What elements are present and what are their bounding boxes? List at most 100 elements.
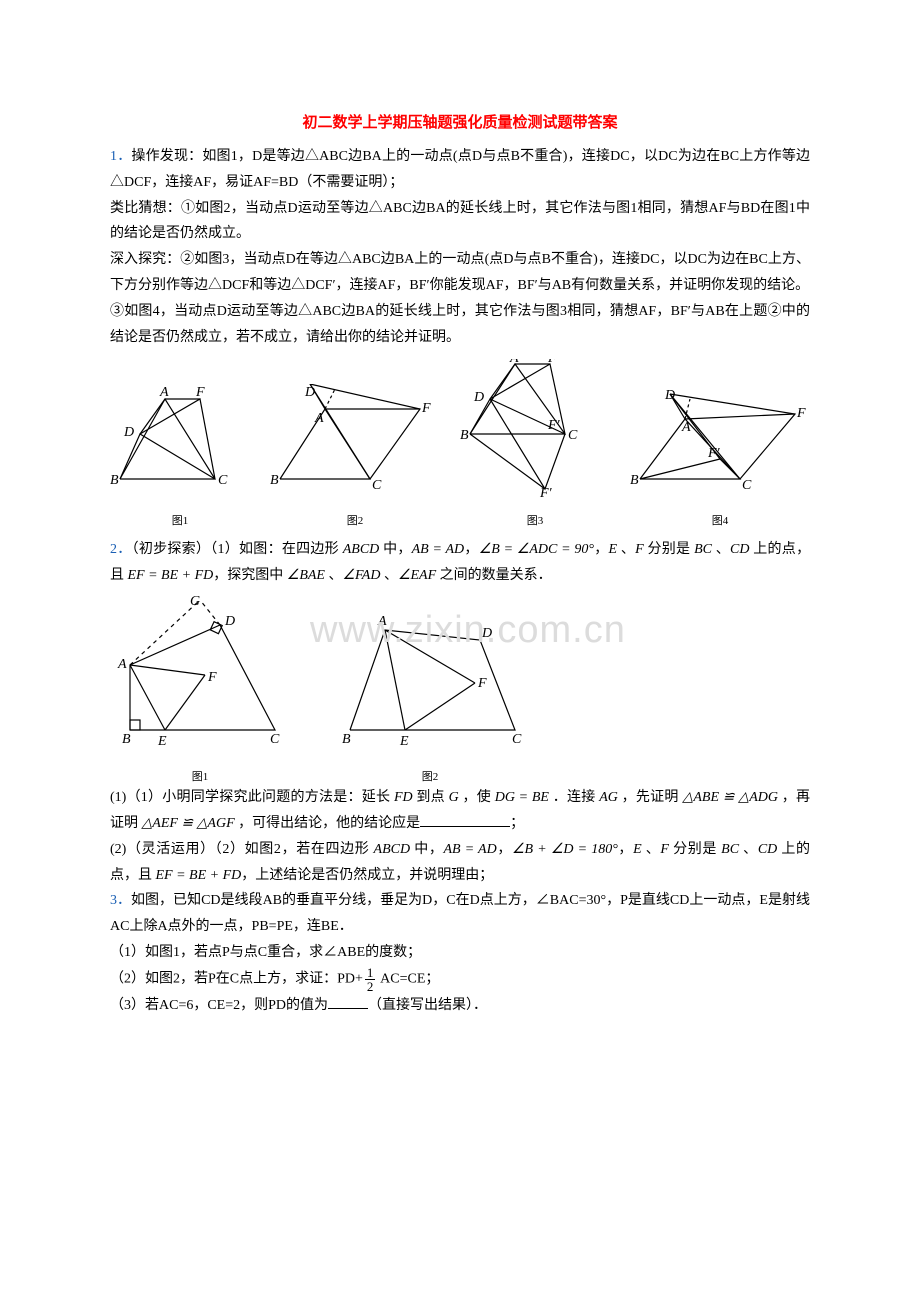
q2-t3: ， [464,542,479,557]
q2-bae: ∠BAE [287,568,325,583]
svg-text:A: A [314,411,324,426]
q3-s1: （1）如图1，若点P与点C重合，求∠ABE的度数； [110,940,810,966]
svg-text:B: B [630,473,639,488]
svg-text:D: D [473,390,484,405]
q2-fig1-label: 图1 [110,767,290,787]
q2-t6: 分别是 [644,542,694,557]
q2-ag: AG [599,790,618,805]
q2-blank [420,814,510,827]
q1-p2: 类比猜想：①如图2，当动点D运动至等边△ABC边BA的延长线上时，其它作法与图1… [110,196,810,248]
svg-text:A: A [117,657,127,672]
svg-text:F: F [195,385,205,400]
q2-number: 2． [110,542,132,557]
q3-blank [328,996,368,1009]
svg-text:F: F [477,676,487,691]
q2-p2c: ，使 [459,790,495,805]
svg-text:D: D [304,385,315,400]
q1-number: 1． [110,149,131,164]
q1-fig1: A F D B C 图1 [110,384,250,531]
q3-s3a: （3）若AC=6，CE=2，则PD的值为 [110,998,328,1013]
svg-text:F: F [207,670,217,685]
q1-figures-row: A F D B C 图1 D A F B [110,359,810,531]
q2-t2: 中， [379,542,411,557]
q2-p2d: ．连接 [549,790,599,805]
q1-fig4: D A F B C F′ 图4 [630,389,810,531]
q1-fig4-label: 图4 [630,511,810,531]
svg-text:B: B [460,428,469,443]
svg-text:G: G [190,595,200,609]
svg-text:C: C [372,478,382,493]
q2-fad: ∠FAD [342,568,380,583]
q2-p2a: (1)（1）小明同学探究此问题的方法是：延长 [110,790,394,805]
svg-text:C: C [270,732,280,747]
svg-text:B: B [270,473,279,488]
q3-number: 3． [110,893,131,908]
svg-text:D: D [123,425,134,440]
q2-t11: 、 [380,568,398,583]
svg-text:E: E [157,734,167,749]
q2-cong1: △ABE ≌ △ADG [682,790,778,805]
q3-s3b: （直接写出结果）． [368,998,487,1013]
svg-text:C: C [218,473,228,488]
q2-eq1b: AB = AD [443,842,496,857]
q2-cong2: △AEF ≌ △AGF [142,816,235,831]
q1-fig2-label: 图2 [270,511,440,531]
q2-p3f: 分别是 [669,842,721,857]
q1-text1: 操作发现：如图1，D是等边△ABC边BA上的一动点(点D与点B不重合)，连接DC… [110,149,810,190]
svg-text:A: A [159,385,169,400]
q2-bc: BC [694,542,712,557]
q1-fig1-label: 图1 [110,511,250,531]
q1-fig2: D A F B C 图2 [270,384,440,531]
q1-p1: 1．操作发现：如图1，D是等边△ABC边BA上的一动点(点D与点B不重合)，连接… [110,144,810,196]
q2-p3e: 、 [642,842,661,857]
q2-cd: CD [730,542,749,557]
svg-text:A: A [509,359,519,366]
q3-s2a: （2）如图2，若P在C点上方，求证：PD+ [110,972,363,987]
q2-t7: 、 [712,542,730,557]
q2-p3: (2)（灵活运用）（2）如图2，若在四边形 ABCD 中，AB = AD，∠B … [110,837,810,889]
svg-text:E: E [399,734,409,749]
svg-text:C: C [512,732,522,747]
svg-text:F′: F′ [707,446,721,461]
q2-e: E [609,542,618,557]
q2-t1: （初步探索）（1）如图：在四边形 [132,542,343,557]
q2-f2: F [660,842,669,857]
svg-text:A: A [377,614,387,629]
fraction-half: 12 [365,966,376,993]
q2-p3i: ，上述结论是否仍然成立，并说明理由； [241,868,493,883]
q3-s2: （2）如图2，若P在C点上方，求证：PD+12 AC=CE； [110,966,810,993]
q2-abcd2: ABCD [374,842,411,857]
q2-bc2: BC [721,842,739,857]
q2-fig2-label: 图2 [330,767,530,787]
q2-p2e: ，先证明 [618,790,682,805]
svg-text:F: F [796,406,806,421]
svg-text:F: F [547,359,557,366]
q1-fig3: A F D B C F′ F′ 图3 [460,359,610,531]
q2-p2b: 到点 [413,790,449,805]
page-title: 初二数学上学期压轴题强化质量检测试题带答案 [110,110,810,138]
q2-t9: ，探究图中 [213,568,287,583]
svg-text:D: D [664,389,675,403]
svg-text:F′: F′ [539,486,553,499]
q2-t12: 之间的数量关系． [436,568,552,583]
q2-eq3b: EF = BE + FD [156,868,242,883]
q2-p2g: ，可得出结论，他的结论应是 [235,816,421,831]
svg-text:A: A [681,420,691,435]
svg-text:C: C [742,478,752,493]
svg-text:D: D [224,614,235,629]
q3-s2b: AC=CE； [377,972,439,987]
q2-eq3: EF = BE + FD [128,568,214,583]
q2-e2: E [633,842,642,857]
q2-p2: (1)（1）小明同学探究此问题的方法是：延长 FD 到点 G ，使 DG = B… [110,785,810,837]
q2-fig1: A B C D E F G 图1 [110,595,290,787]
svg-text:B: B [342,732,351,747]
q2-f: F [635,542,644,557]
q2-dgbe: DG = BE [495,790,549,805]
q2-p3d: ， [618,842,633,857]
q2-fd: FD [394,790,413,805]
svg-text:B: B [110,473,119,488]
q3-p1: 3．如图，已知CD是线段AB的垂直平分线，垂足为D，C在D点上方，∠BAC=30… [110,888,810,940]
q2-anglesum: ∠B + ∠D = 180° [512,842,618,857]
svg-text:F: F [421,401,431,416]
q1-fig3-label: 图3 [460,511,610,531]
